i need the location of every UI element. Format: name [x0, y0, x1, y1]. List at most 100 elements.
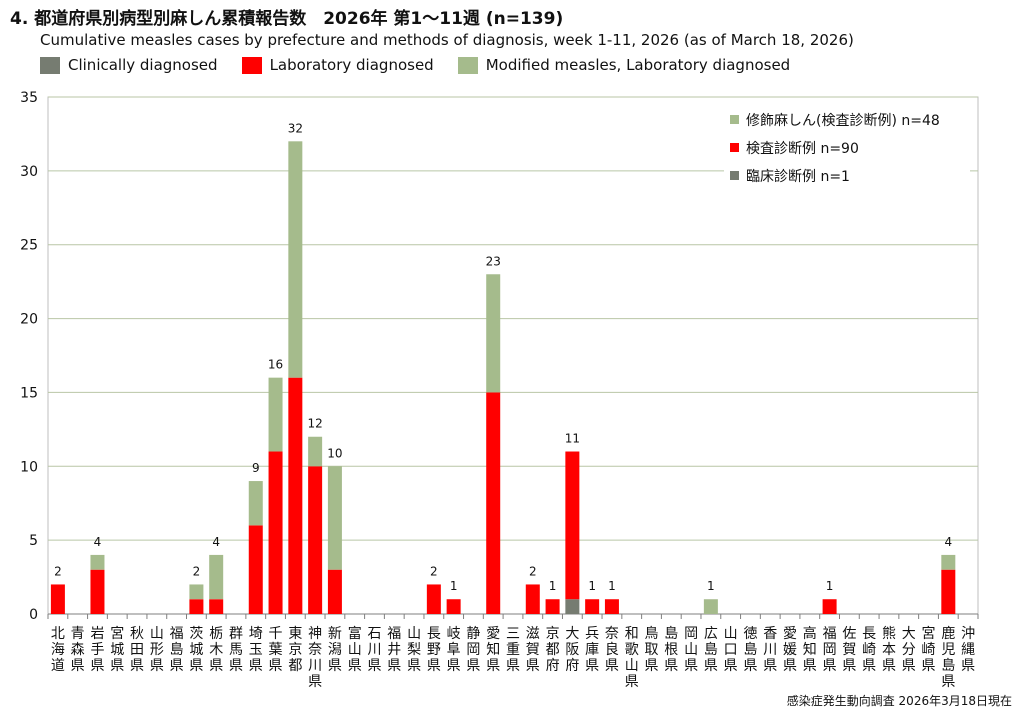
legend-item-modified: Modified measles, Laboratory diagnosed	[457, 56, 791, 74]
y-tick-label: 0	[29, 607, 38, 623]
inner-legend-box	[724, 106, 970, 198]
x-tick-label: 鹿児島県	[941, 625, 955, 690]
bar-segment	[446, 599, 461, 614]
x-tick-label: 滋賀県	[526, 626, 540, 674]
bar-segment	[90, 569, 105, 614]
data-label: 4	[944, 535, 952, 549]
data-label: 9	[252, 461, 260, 475]
x-tick-label: 群馬県	[229, 626, 243, 674]
x-tick-label: 山口県	[724, 626, 738, 674]
x-tick-label: 京都府	[546, 626, 560, 674]
x-tick-label: 神奈川県	[308, 626, 322, 690]
x-tick-label: 愛媛県	[783, 626, 797, 674]
bar-segment	[189, 584, 204, 600]
data-label: 1	[450, 579, 458, 593]
inner-legend-swatch	[730, 143, 739, 152]
bar-segment	[90, 554, 105, 570]
inner-legend-label: 修飾麻しん(検査診断例) n=48	[746, 113, 940, 129]
bar-segment	[288, 377, 303, 614]
x-tick-label: 高知県	[803, 625, 817, 674]
bar-segment	[248, 481, 263, 526]
data-label: 11	[565, 432, 580, 446]
legend-label-clinical: Clinically diagnosed	[68, 56, 218, 74]
x-tick-label: 岡山県	[684, 626, 698, 674]
x-tick-label: 秋田県	[130, 626, 144, 674]
chart-title: 4. 都道府県別病型別麻しん累積報告数 2026年 第1～11週 (n=139)	[10, 9, 564, 29]
data-label: 10	[327, 446, 342, 460]
x-tick-label: 愛知県	[486, 626, 500, 674]
bar-segment	[703, 599, 718, 614]
bar-segment	[486, 392, 501, 614]
x-tick-label: 沖縄県	[961, 626, 975, 674]
bar-segment	[288, 141, 303, 378]
x-tick-label: 静岡県	[466, 626, 480, 674]
x-tick-label: 奈良県	[605, 626, 619, 674]
data-label: 2	[430, 564, 438, 578]
x-tick-label: 熊本県	[882, 626, 896, 674]
x-tick-label: 青森県	[71, 626, 85, 674]
x-tick-label: 新潟県	[328, 626, 342, 674]
y-tick-label: 5	[29, 533, 38, 549]
x-tick-label: 島根県	[664, 626, 678, 674]
x-tick-label: 宮城県	[110, 626, 124, 674]
x-tick-label: 三重県	[506, 626, 520, 674]
bar-segment	[327, 569, 342, 614]
bar-segment	[50, 584, 65, 614]
x-tick-label: 東京都	[288, 626, 302, 674]
legend-swatch-laboratory	[241, 56, 262, 74]
x-tick-label: 栃木県	[209, 626, 223, 674]
y-tick-label: 35	[20, 90, 38, 106]
x-tick-label: 山梨県	[407, 626, 421, 674]
bar-segment	[545, 599, 560, 614]
legend-label-laboratory: Laboratory diagnosed	[269, 56, 434, 74]
bar-segment	[486, 274, 501, 393]
legend-swatch-clinical	[40, 56, 60, 74]
x-tick-label: 埼玉県	[249, 626, 263, 674]
x-tick-label: 兵庫県	[585, 626, 599, 674]
y-tick-label: 15	[20, 385, 38, 401]
inner-legend-swatch	[730, 171, 739, 180]
data-label: 1	[588, 579, 596, 593]
x-tick-label: 長崎県	[862, 626, 876, 674]
bar-segment	[525, 584, 540, 614]
x-tick-label: 山形県	[150, 626, 164, 674]
data-label: 23	[486, 254, 501, 268]
x-tick-label: 岐阜県	[447, 626, 461, 674]
x-tick-label: 福島県	[170, 626, 184, 674]
bar-segment	[585, 599, 600, 614]
bar-segment	[308, 436, 323, 467]
x-tick-label: 岩手県	[90, 626, 104, 674]
x-tick-label: 富山県	[348, 625, 362, 674]
bar-segment	[327, 466, 342, 570]
x-tick-label: 鳥取県	[645, 626, 659, 674]
x-tick-label: 北海道	[51, 626, 65, 674]
x-tick-label: 福岡県	[823, 626, 837, 674]
x-tick-label: 茨城県	[189, 626, 203, 674]
data-label: 12	[307, 417, 322, 431]
bar-segment	[941, 554, 956, 570]
data-label: 2	[54, 564, 62, 578]
x-tick-label: 大阪府	[565, 626, 579, 674]
data-label: 1	[707, 579, 715, 593]
x-tick-label: 香川県	[763, 626, 777, 674]
y-tick-label: 30	[20, 164, 38, 180]
top-legend: Clinically diagnosed Laboratory diagnose…	[40, 55, 814, 75]
data-label: 1	[826, 579, 834, 593]
bar-segment	[565, 599, 580, 614]
x-tick-label: 和歌山県	[625, 626, 639, 690]
inner-legend-swatch	[730, 115, 739, 124]
x-tick-label: 大分県	[902, 626, 916, 674]
bar-segment	[268, 377, 283, 452]
bar-segment	[209, 554, 224, 600]
data-label: 4	[212, 535, 220, 549]
bar-segment	[565, 451, 580, 600]
bar-segment	[189, 599, 204, 614]
bar-segment	[268, 451, 283, 614]
legend-label-modified: Modified measles, Laboratory diagnosed	[485, 56, 791, 74]
bar-segment	[604, 599, 619, 614]
data-label: 4	[94, 535, 102, 549]
x-tick-label: 福井県	[387, 626, 401, 674]
bar-segment	[426, 584, 441, 614]
data-label: 32	[288, 121, 303, 135]
